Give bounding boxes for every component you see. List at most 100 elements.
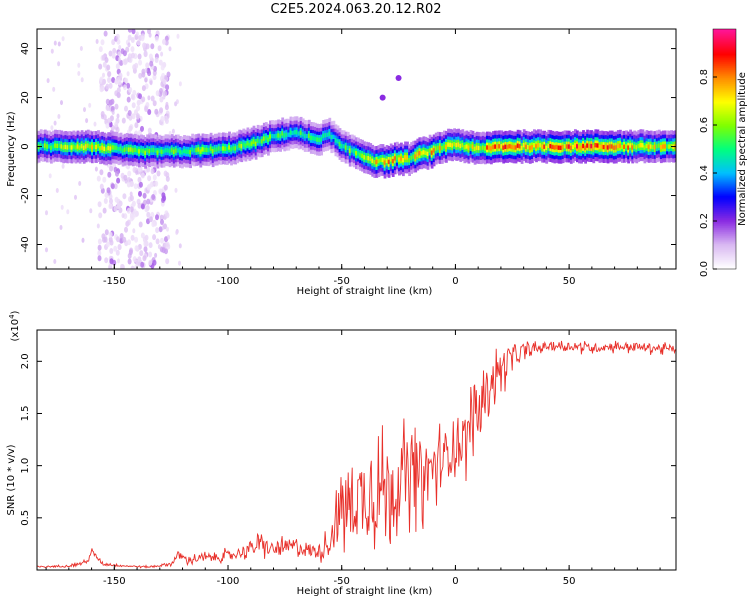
colorbar-tick-label: 0.0 (699, 261, 710, 277)
noise-mark (107, 77, 111, 83)
noise-mark (140, 232, 145, 239)
ridge-mark (226, 146, 229, 152)
colorbar-segment (713, 31, 736, 34)
noise-mark (114, 36, 118, 42)
ridge-mark (283, 133, 287, 138)
ridge-mark (592, 145, 596, 150)
noise-mark (148, 53, 153, 60)
ridge-mark (111, 145, 115, 150)
noise-mark (115, 63, 120, 70)
ridge-mark (97, 143, 100, 149)
colorbar-segment (713, 183, 736, 186)
ridge-mark (156, 150, 160, 155)
colorbar-segment (713, 89, 736, 92)
ridge-mark (449, 142, 452, 147)
colorbar-segment (713, 199, 736, 202)
noise-mark (137, 53, 142, 60)
ridge-mark (655, 144, 659, 149)
colorbar-segment (713, 157, 736, 160)
ridge-mark (144, 150, 147, 155)
ridge-mark (471, 144, 475, 149)
noise-mark (160, 75, 164, 82)
snr-series-line (37, 340, 676, 569)
noise-mark (147, 175, 152, 182)
colorbar-segment (713, 201, 736, 204)
noise-mark (89, 208, 93, 214)
noise-mark (116, 236, 120, 243)
noise-mark (122, 193, 127, 200)
colorbar-segment (713, 125, 736, 128)
noise-mark (166, 71, 171, 78)
ridge-mark (440, 145, 444, 151)
colorbar-segment (713, 147, 736, 150)
noise-mark (160, 115, 165, 122)
colorbar-segment (713, 81, 736, 84)
noise-mark (158, 188, 163, 195)
ridge-mark (271, 133, 274, 139)
noise-mark (126, 96, 131, 103)
x-tick-label: 0 (452, 276, 458, 287)
noise-mark (118, 72, 123, 79)
ridge-mark (95, 144, 98, 150)
ridge-mark (76, 144, 80, 149)
ridge-mark (639, 143, 643, 148)
ridge-mark (586, 143, 589, 148)
noise-mark (143, 240, 148, 247)
ridge-mark (93, 144, 96, 150)
noise-mark (160, 51, 164, 57)
ridge-mark (627, 145, 630, 150)
noise-mark (154, 252, 158, 258)
ridge-mark (545, 145, 549, 150)
ridge-mark (281, 131, 285, 136)
ridge-mark (250, 141, 254, 146)
noise-mark (120, 263, 124, 269)
ridge-mark (598, 144, 602, 150)
noise-mark (139, 250, 144, 257)
noise-mark (165, 101, 169, 107)
ridge-mark (635, 145, 639, 150)
noise-mark (140, 261, 145, 268)
noise-mark (165, 212, 170, 219)
noise-mark (109, 198, 113, 205)
ridge-mark (590, 143, 594, 149)
noise-mark (108, 50, 113, 57)
colorbar: 0.0 0.2 0.4 0.6 0.8 Normalized spectral ampli… (699, 28, 748, 277)
colorbar-segment (713, 261, 736, 264)
colorbar-segment (713, 167, 736, 170)
noise-mark (61, 163, 65, 169)
ridge-mark (377, 158, 381, 164)
colorbar-segment (713, 243, 736, 246)
ridge-mark (228, 145, 231, 150)
colorbar-segment (713, 113, 736, 116)
noise-mark (178, 260, 181, 266)
colorbar-segment (713, 267, 736, 270)
ridge-mark (606, 145, 610, 150)
noise-mark (108, 231, 113, 238)
ridge-mark (269, 134, 272, 139)
noise-mark (128, 125, 133, 132)
ridge-mark (588, 143, 592, 149)
noise-mark (135, 31, 139, 37)
noise-mark (158, 226, 163, 233)
ridge-mark (273, 134, 276, 139)
ridge-mark (254, 141, 258, 146)
ridge-mark (453, 142, 456, 147)
ridge-mark (326, 132, 330, 138)
ridge-mark (369, 156, 373, 162)
ridge-mark (203, 147, 207, 152)
ridge-mark (608, 144, 612, 149)
noise-mark (99, 169, 104, 176)
ridge-mark (459, 143, 463, 149)
ridge-mark (160, 149, 164, 154)
ridge-mark (614, 145, 618, 150)
ridge-mark (398, 157, 401, 162)
colorbar-segment (713, 33, 736, 36)
noise-mark (155, 214, 159, 221)
ridge-mark (189, 150, 192, 155)
ridge-mark (148, 149, 152, 154)
ridge-mark (506, 144, 510, 150)
ridge-mark (277, 133, 280, 138)
colorbar-segment (713, 263, 736, 266)
colorbar-segment (713, 137, 736, 140)
ridge-mark (578, 145, 581, 150)
